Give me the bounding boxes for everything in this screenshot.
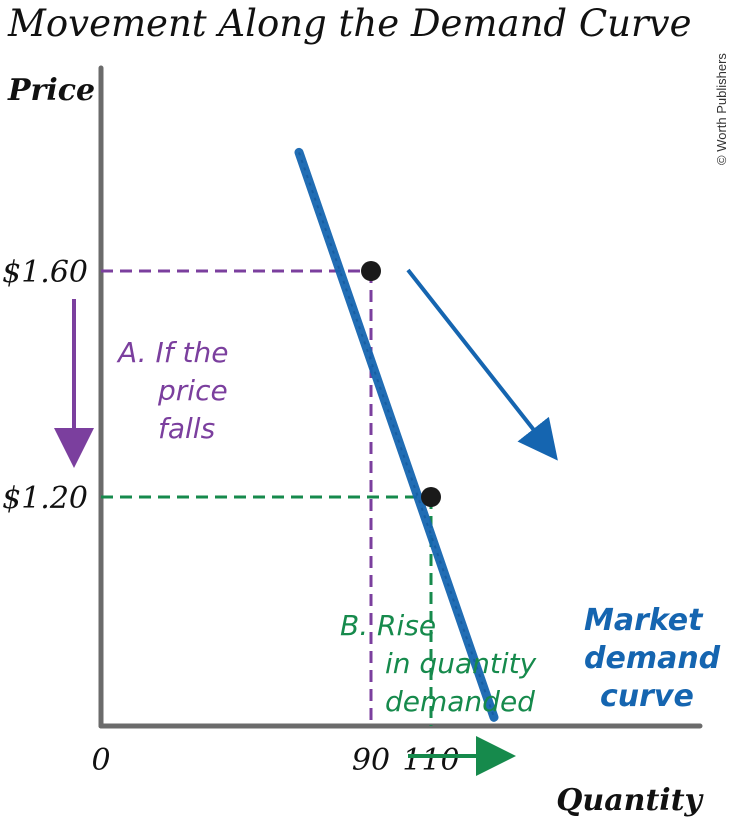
price-note: A. If the price falls xyxy=(116,336,237,445)
y-tick-label-2: $1.20 xyxy=(2,481,88,516)
chart-title: Movement Along the Demand Curve xyxy=(7,2,691,45)
x-axis-title: Quantity xyxy=(556,783,704,818)
data-point-1 xyxy=(361,261,381,281)
movement-arrows xyxy=(54,268,558,776)
demand-curve-texture xyxy=(298,152,495,718)
x-tick-label-3: 110 xyxy=(402,743,459,778)
points-layer xyxy=(361,261,441,507)
curve-label: Market demand curve xyxy=(584,603,731,714)
axes xyxy=(98,65,703,729)
price-note-line-1: A. If the xyxy=(116,336,228,369)
y-tick-label-1: $1.60 xyxy=(2,255,88,290)
demand-curve-layer xyxy=(294,147,499,722)
curve-label-line-2: demand xyxy=(584,641,721,676)
curve-label-line-1: Market xyxy=(584,603,704,638)
price-note-line-3: falls xyxy=(158,412,215,445)
quantity-note-line-1: B. Rise xyxy=(340,609,436,642)
credit-text: © Worth Publishers xyxy=(714,53,729,165)
tick-labels: $1.60 $1.20 0 90 110 xyxy=(2,255,460,778)
price-note-line-2: price xyxy=(157,374,228,407)
quantity-note-line-2: in quantity xyxy=(385,647,537,680)
x-tick-label-2: 90 xyxy=(352,743,390,778)
x-tick-label-1: 0 xyxy=(91,743,110,778)
quantity-note-line-3: demanded xyxy=(385,685,535,718)
y-axis-title: Price xyxy=(7,73,95,108)
data-point-2 xyxy=(421,487,441,507)
movement-along-curve-arrow xyxy=(406,268,558,461)
curve-label-line-3: curve xyxy=(600,679,694,714)
quantity-note: B. Rise in quantity demanded xyxy=(340,609,545,718)
